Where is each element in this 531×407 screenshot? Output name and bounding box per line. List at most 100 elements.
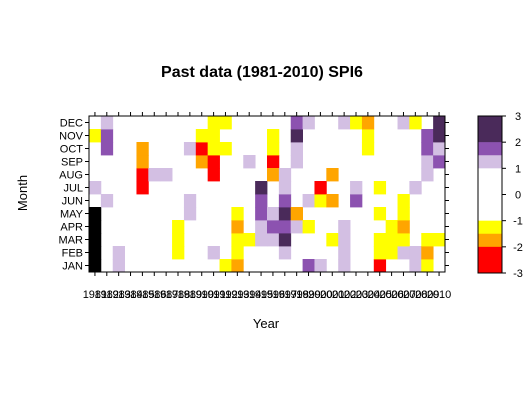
x-tick-label: 2010 bbox=[427, 289, 451, 301]
colorbar-tick-label: -2 bbox=[513, 242, 523, 254]
heatmap-cell-1997-may bbox=[278, 207, 292, 221]
heatmap-cell-2005-jan bbox=[373, 259, 387, 273]
x-tick-label: 1983 bbox=[106, 289, 130, 301]
heatmap-cell-2000-jun bbox=[314, 194, 327, 208]
y-tick-label: JUN bbox=[62, 196, 83, 208]
heatmap-cell-2009-oct bbox=[421, 142, 434, 156]
plot-frame bbox=[88, 115, 446, 273]
heatmap-cell-2005-feb bbox=[373, 246, 387, 260]
x-tick-label: 1993 bbox=[225, 289, 249, 301]
heatmap-cell-1993-jan bbox=[231, 259, 244, 273]
x-tick-label: 1999 bbox=[296, 289, 320, 301]
heatmap-cell-1987-aug bbox=[160, 168, 173, 182]
heatmap-cell-2009-sep bbox=[421, 155, 434, 169]
heatmap-cell-2010-dec bbox=[433, 116, 446, 130]
heatmap-cell-2005-jul bbox=[373, 181, 387, 195]
heatmap-cell-2007-mar bbox=[397, 233, 410, 247]
x-tick-label: 1997 bbox=[273, 289, 297, 301]
plot-border bbox=[88, 115, 446, 273]
colorbar: 3 2 1 0 -1 -2 -3 bbox=[477, 111, 523, 280]
x-tick-label: 2005 bbox=[367, 289, 391, 301]
heatmap-cell-1982-jun bbox=[100, 194, 114, 208]
y-tick-label: MAY bbox=[60, 209, 84, 221]
heatmap-cell-1985-oct bbox=[136, 142, 149, 156]
heatmap-cell-1998-nov bbox=[290, 129, 303, 143]
heatmap-cell-2008-jan bbox=[409, 259, 422, 273]
heatmap-cell-1995-jun bbox=[255, 194, 268, 208]
x-tick-label: 2008 bbox=[403, 289, 427, 301]
heatmap-cell-1986-aug bbox=[148, 168, 161, 182]
heatmap-cell-2009-jan bbox=[421, 259, 434, 273]
heatmap-cell-1999-apr bbox=[302, 220, 315, 234]
x-tick-label: 1987 bbox=[154, 289, 178, 301]
heatmap-cell-1985-sep bbox=[136, 155, 149, 169]
heatmap-cell-2001-jun bbox=[326, 194, 339, 208]
x-tick-label: 1994 bbox=[237, 289, 261, 301]
x-tick-label: 1988 bbox=[166, 289, 190, 301]
heatmap-cell-1996-nov bbox=[267, 129, 280, 143]
heatmap-cell-1999-jan bbox=[302, 259, 315, 273]
colorbar-tick-label: -3 bbox=[513, 268, 523, 280]
heatmap-cell-1998-sep bbox=[290, 155, 303, 169]
heatmap-cell-2007-feb bbox=[397, 246, 410, 260]
colorbar-bin-1 bbox=[478, 142, 502, 156]
heatmap-cell-2003-dec bbox=[350, 116, 363, 130]
heatmap-cell-2010-mar bbox=[433, 233, 446, 247]
x-tick-label: 2006 bbox=[379, 289, 403, 301]
heatmap-cell-1996-aug bbox=[267, 168, 280, 182]
heatmap-cell-1981-feb bbox=[89, 246, 102, 260]
colorbar-tick-label: 3 bbox=[515, 111, 521, 123]
chart-title: Past data (1981-2010) SPI6 bbox=[161, 64, 363, 81]
x-axis: 1981198219831984198519861987198819891990… bbox=[83, 272, 451, 301]
heatmap-cell-1981-jan bbox=[89, 259, 102, 273]
x-tick-label: 1998 bbox=[284, 289, 308, 301]
heatmap-cell-2002-apr bbox=[338, 220, 351, 234]
x-tick-label: 1985 bbox=[130, 289, 154, 301]
heatmap-cell-1981-may bbox=[89, 207, 102, 221]
heatmap-cell-1985-aug bbox=[136, 168, 149, 182]
heatmap-cell-1991-aug bbox=[207, 168, 220, 182]
heatmap-cell-1998-oct bbox=[290, 142, 303, 156]
heatmap-cell-2010-nov bbox=[433, 129, 446, 143]
heatmap-cell-1990-nov bbox=[195, 129, 209, 143]
heatmap-cell-2010-sep bbox=[433, 155, 446, 169]
y-tick-label: DEC bbox=[60, 118, 83, 130]
heatmap-cell-1990-sep bbox=[195, 155, 209, 169]
heatmap-cell-1991-sep bbox=[207, 155, 220, 169]
heatmap-cell-2000-jul bbox=[314, 181, 327, 195]
heatmap-cell-1981-nov bbox=[89, 129, 102, 143]
heatmap-cell-1997-apr bbox=[278, 220, 292, 234]
colorbar-bin-5 bbox=[478, 233, 502, 248]
heatmap-cell-1989-oct bbox=[183, 142, 197, 156]
x-tick-label: 1986 bbox=[142, 289, 166, 301]
heatmap-cell-1982-nov bbox=[100, 129, 114, 143]
heatmap-cell-2008-dec bbox=[409, 116, 422, 130]
heatmap-cell-2005-may bbox=[373, 207, 387, 221]
heatmap-cell-2005-mar bbox=[373, 233, 387, 247]
y-tick-label: SEP bbox=[61, 157, 83, 169]
heatmap-cell-1991-oct bbox=[207, 142, 220, 156]
y-tick-label: MAR bbox=[59, 235, 84, 247]
x-tick-label: 1984 bbox=[118, 289, 142, 301]
heatmap-cell-1995-mar bbox=[255, 233, 268, 247]
heatmap-cell-1988-feb bbox=[172, 246, 185, 260]
heatmap-cell-2004-nov bbox=[361, 129, 375, 143]
heatmap-cell-1983-jan bbox=[112, 259, 125, 273]
heatmap-cell-1996-sep bbox=[267, 155, 280, 169]
heatmap-cell-2008-feb bbox=[409, 246, 422, 260]
heatmap-cell-2003-jul bbox=[350, 181, 363, 195]
heatmap-cell-1995-jul bbox=[255, 181, 268, 195]
heatmap-cell-1982-oct bbox=[100, 142, 114, 156]
heatmap-cell-1998-dec bbox=[290, 116, 303, 130]
x-tick-label: 1982 bbox=[95, 289, 119, 301]
heatmap-cell-1992-dec bbox=[219, 116, 232, 130]
heatmap-cell-1993-feb bbox=[231, 246, 244, 260]
heatmap-cell-1992-oct bbox=[219, 142, 232, 156]
heatmap-cell-1994-mar bbox=[243, 233, 256, 247]
heatmap-cell-1997-feb bbox=[278, 246, 292, 260]
x-tick-label: 1981 bbox=[83, 289, 107, 301]
heatmap-cell-2009-mar bbox=[421, 233, 434, 247]
x-tick-label: 2004 bbox=[356, 289, 380, 301]
heatmap-cell-1981-apr bbox=[89, 220, 102, 234]
heatmap-cell-1993-apr bbox=[231, 220, 244, 234]
